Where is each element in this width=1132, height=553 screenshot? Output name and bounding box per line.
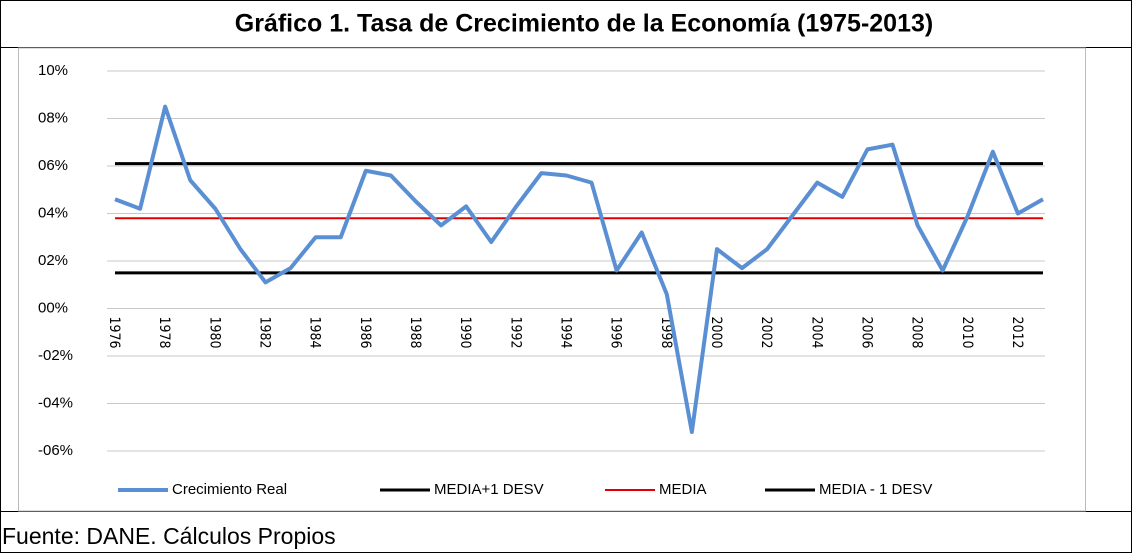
x-tick-label: 2004 [808,317,824,349]
legend-label: MEDIA [659,481,707,498]
x-tick-label: 1978 [156,317,172,349]
chart-title: Gráfico 1. Tasa de Crecimiento de la Eco… [235,10,933,38]
y-tick-label: 08% [38,109,68,126]
x-tick-label: 2000 [708,317,724,349]
x-tick-label: 2008 [909,317,925,349]
x-tick-label: 1976 [106,317,122,349]
source-note: Fuente: DANE. Cálculos Propios [2,523,336,549]
x-tick-label: 2010 [959,317,975,349]
y-tick-label: 06% [38,157,68,174]
chart-area [18,47,1086,512]
x-tick-label: 1986 [357,317,373,349]
x-tick-label: 1996 [608,317,624,349]
x-tick-label: 1980 [206,317,222,349]
y-tick-label: -04% [38,394,73,411]
x-tick-label: 2002 [758,317,774,349]
legend-label: Crecimiento Real [172,481,287,498]
x-tick-label: 1998 [658,317,674,349]
x-tick-label: 1994 [557,317,573,349]
x-tick-label: 2012 [1009,317,1025,349]
x-tick-label: 1992 [507,317,523,349]
x-tick-label: 1984 [307,317,323,349]
y-tick-label: -02% [38,347,73,364]
y-tick-label: 10% [38,62,68,79]
x-tick-label: 1988 [407,317,423,349]
legend-label: MEDIA+1 DESV [434,481,544,498]
series-line [114,104,1044,434]
x-tick-label: 1990 [457,317,473,349]
x-tick-label: 2006 [858,317,874,349]
y-tick-label: 02% [38,252,68,269]
y-tick-label: 04% [38,204,68,221]
x-tick-label: 1982 [256,317,272,349]
legend-label: MEDIA - 1 DESV [819,481,932,498]
y-tick-label: 00% [38,299,68,316]
y-tick-label: -06% [38,442,73,459]
